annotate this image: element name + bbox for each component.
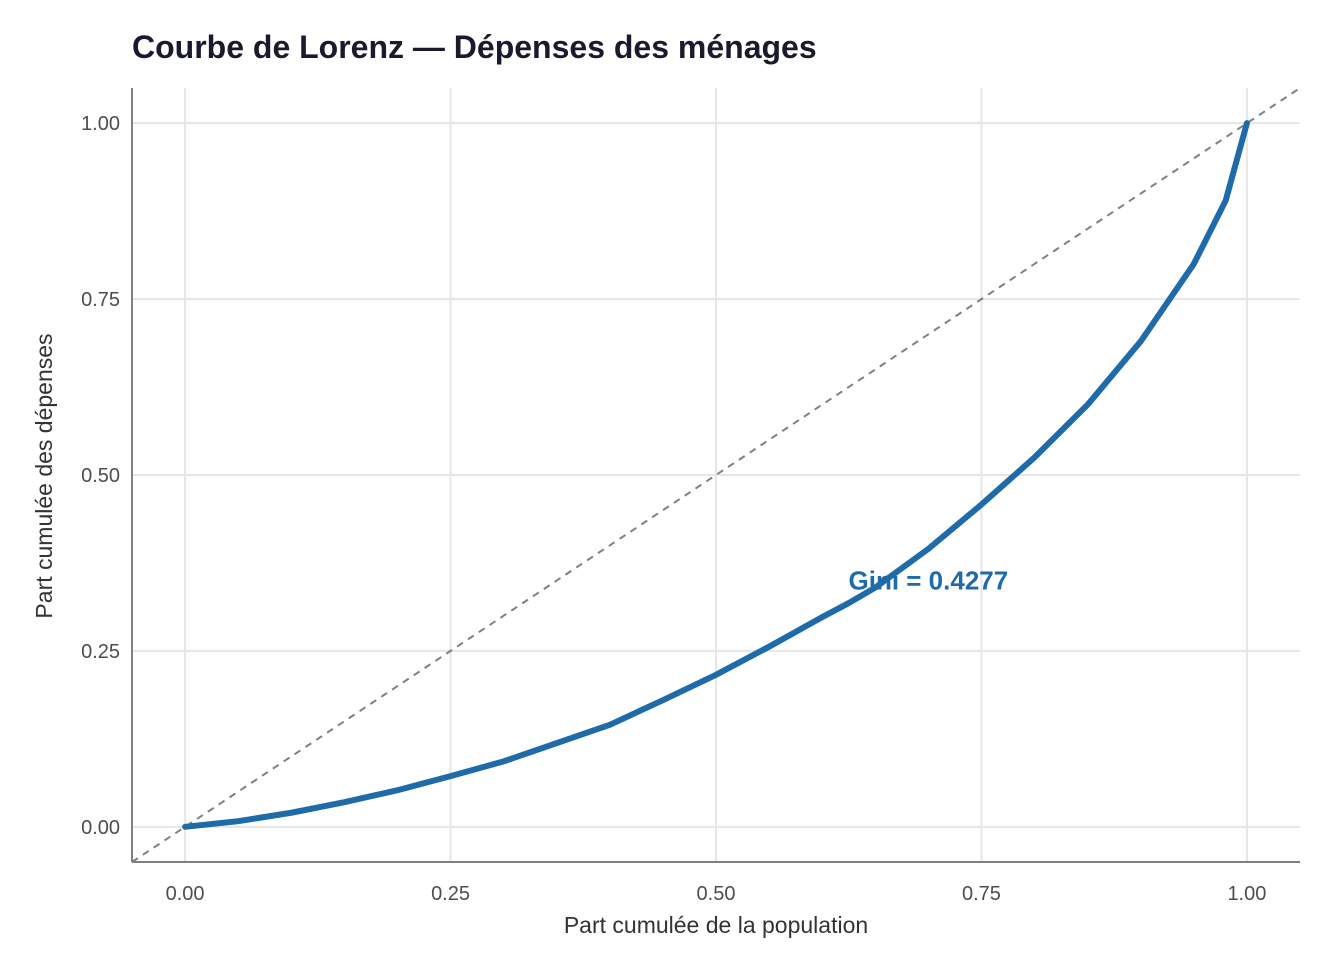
y-tick-label: 0.25 (81, 641, 120, 663)
tick-labels: 0.00 0.25 0.50 0.75 1.00 0.00 0.25 0.50 0.75 1.00 (81, 113, 1266, 905)
x-tick-label: 0.75 (962, 883, 1001, 905)
x-tick-label: 0.50 (697, 883, 736, 905)
lorenz-curve (182, 120, 1250, 830)
y-tick-label: 0.75 (81, 289, 120, 311)
x-axis-label: Part cumulée de la population (564, 912, 868, 938)
y-tick-label: 0.00 (81, 817, 120, 839)
y-axis-label: Part cumulée des dépenses (31, 333, 57, 618)
gini-annotation: Gini = 0.4277 (849, 566, 1009, 596)
grid (132, 88, 1300, 862)
chart-title: Courbe de Lorenz — Dépenses des ménages (132, 29, 817, 65)
y-tick-label: 0.50 (81, 465, 120, 487)
x-tick-label: 0.25 (431, 883, 470, 905)
y-tick-label: 1.00 (81, 113, 120, 135)
x-tick-label: 0.00 (166, 883, 205, 905)
x-tick-label: 1.00 (1227, 883, 1266, 905)
axes (131, 88, 1300, 863)
